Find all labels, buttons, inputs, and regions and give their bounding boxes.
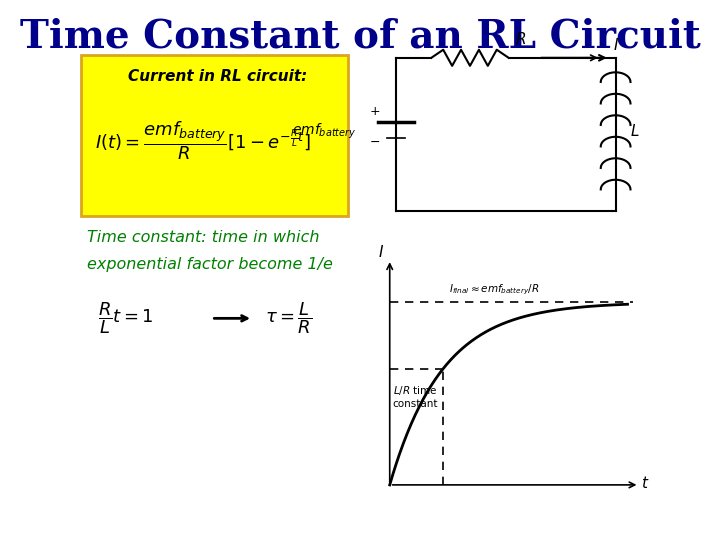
Text: Current in RL circuit:: Current in RL circuit: — [128, 69, 307, 84]
Text: $I(t) = \dfrac{emf_{battery}}{R}\left[1 - e^{-\frac{R}{L}t}\right]$: $I(t) = \dfrac{emf_{battery}}{R}\left[1 … — [96, 120, 311, 163]
Text: Time Constant of an RL Circuit: Time Constant of an RL Circuit — [19, 17, 701, 55]
Text: $R$: $R$ — [515, 31, 526, 48]
Text: $\dfrac{R}{L}t = 1$: $\dfrac{R}{L}t = 1$ — [99, 301, 154, 336]
Text: $\tau = \dfrac{L}{R}$: $\tau = \dfrac{L}{R}$ — [265, 301, 312, 336]
Text: $I$: $I$ — [378, 244, 384, 260]
Text: $I$: $I$ — [613, 37, 618, 53]
Text: $L/R$ time
constant: $L/R$ time constant — [392, 384, 438, 409]
Text: Time constant: time in which: Time constant: time in which — [86, 230, 319, 245]
Text: $I_{final} \approx emf_{battery}/R$: $I_{final} \approx emf_{battery}/R$ — [449, 283, 539, 298]
Bar — [81, 55, 348, 217]
Text: exponential factor become 1/e: exponential factor become 1/e — [86, 257, 333, 272]
Text: $L$: $L$ — [630, 123, 639, 139]
Text: $emf_{battery}$: $emf_{battery}$ — [292, 122, 356, 141]
Text: +: + — [369, 105, 380, 118]
Text: $-$: $-$ — [369, 136, 380, 148]
Text: $t$: $t$ — [641, 475, 649, 490]
